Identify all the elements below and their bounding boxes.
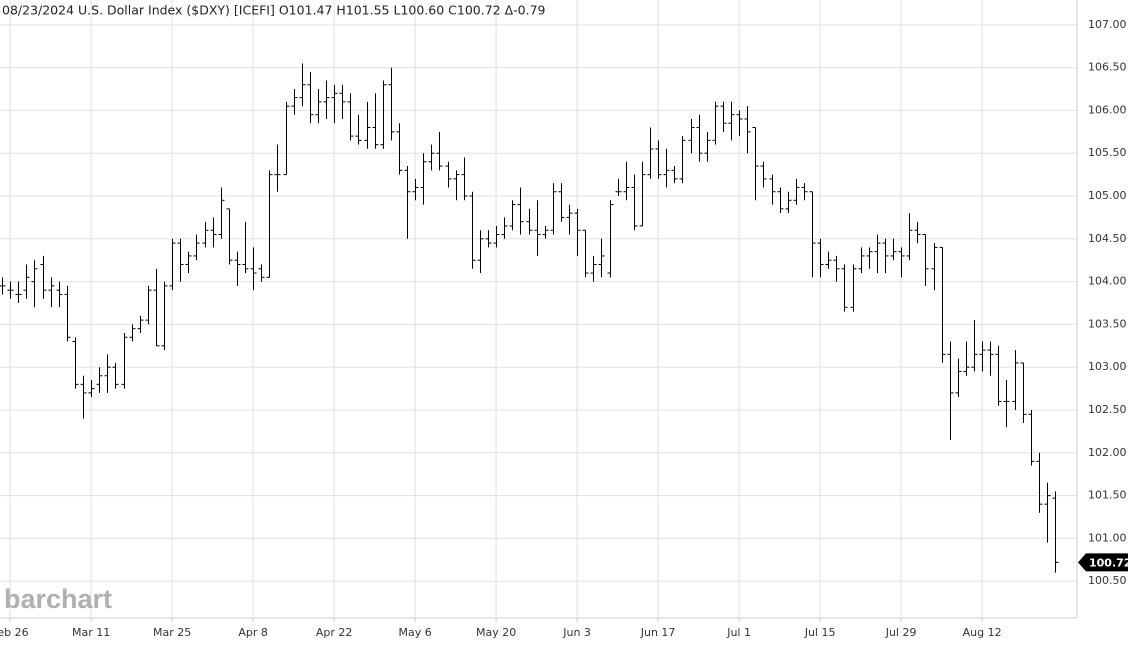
y-tick-label: 104.50	[1088, 232, 1127, 245]
y-tick-label: 106.50	[1088, 61, 1127, 74]
x-tick-label: Apr 8	[238, 626, 268, 639]
y-tick-label: 103.00	[1088, 360, 1127, 373]
y-tick-label: 103.50	[1088, 317, 1127, 330]
x-tick-label: May 20	[476, 626, 516, 639]
x-tick-label: Jun 3	[562, 626, 591, 639]
y-tick-label: 107.00	[1088, 18, 1127, 31]
x-tick-label: Apr 22	[316, 626, 353, 639]
y-tick-label: 102.50	[1088, 403, 1127, 416]
y-tick-label: 105.00	[1088, 189, 1127, 202]
chart-title: 08/23/2024 U.S. Dollar Index ($DXY) [ICE…	[2, 3, 546, 18]
y-tick-label: 106.00	[1088, 103, 1127, 116]
last-price-box	[1078, 553, 1128, 572]
x-tick-label: May 6	[398, 626, 431, 639]
x-tick-label: Jul 1	[726, 626, 751, 639]
x-tick-label: Feb 26	[0, 626, 29, 639]
y-tick-label: 104.00	[1088, 275, 1127, 288]
x-tick-label: Jul 15	[804, 626, 836, 639]
watermark: barchart	[4, 584, 112, 614]
y-tick-label: 105.50	[1088, 146, 1127, 159]
last-price-label: 100.72	[1089, 556, 1130, 569]
x-tick-label: Aug 12	[963, 626, 1002, 639]
x-tick-label: Mar 11	[72, 626, 110, 639]
x-tick-label: Jun 17	[640, 626, 676, 639]
grid	[0, 0, 1077, 618]
bars	[0, 63, 1059, 573]
y-tick-label: 100.50	[1088, 574, 1127, 587]
x-tick-label: Jul 29	[885, 626, 917, 639]
y-tick-label: 102.00	[1088, 446, 1127, 459]
y-tick-label: 101.50	[1088, 489, 1127, 502]
x-tick-label: Mar 25	[153, 626, 191, 639]
y-tick-label: 101.00	[1088, 531, 1127, 544]
